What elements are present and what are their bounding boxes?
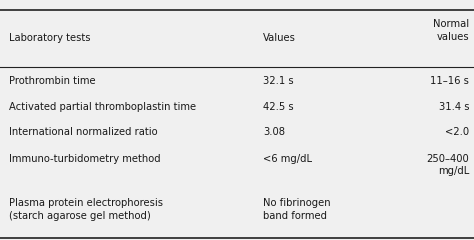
Text: 3.08: 3.08 bbox=[263, 127, 285, 137]
Text: <2.0: <2.0 bbox=[445, 127, 469, 137]
Text: 32.1 s: 32.1 s bbox=[263, 76, 294, 86]
Text: Values: Values bbox=[263, 33, 296, 43]
Text: Laboratory tests: Laboratory tests bbox=[9, 33, 91, 43]
Text: International normalized ratio: International normalized ratio bbox=[9, 127, 158, 137]
Text: Normal
values: Normal values bbox=[433, 19, 469, 42]
Text: Activated partial thromboplastin time: Activated partial thromboplastin time bbox=[9, 102, 197, 112]
Text: Plasma protein electrophoresis
(starch agarose gel method): Plasma protein electrophoresis (starch a… bbox=[9, 198, 164, 221]
Text: 11–16 s: 11–16 s bbox=[430, 76, 469, 86]
Text: 31.4 s: 31.4 s bbox=[439, 102, 469, 112]
Text: 250–400
mg/dL: 250–400 mg/dL bbox=[427, 154, 469, 176]
Text: Prothrombin time: Prothrombin time bbox=[9, 76, 96, 86]
Text: 42.5 s: 42.5 s bbox=[263, 102, 294, 112]
Text: Immuno-turbidometry method: Immuno-turbidometry method bbox=[9, 154, 161, 164]
Text: No fibrinogen
band formed: No fibrinogen band formed bbox=[263, 198, 331, 221]
Text: <6 mg/dL: <6 mg/dL bbox=[263, 154, 312, 164]
